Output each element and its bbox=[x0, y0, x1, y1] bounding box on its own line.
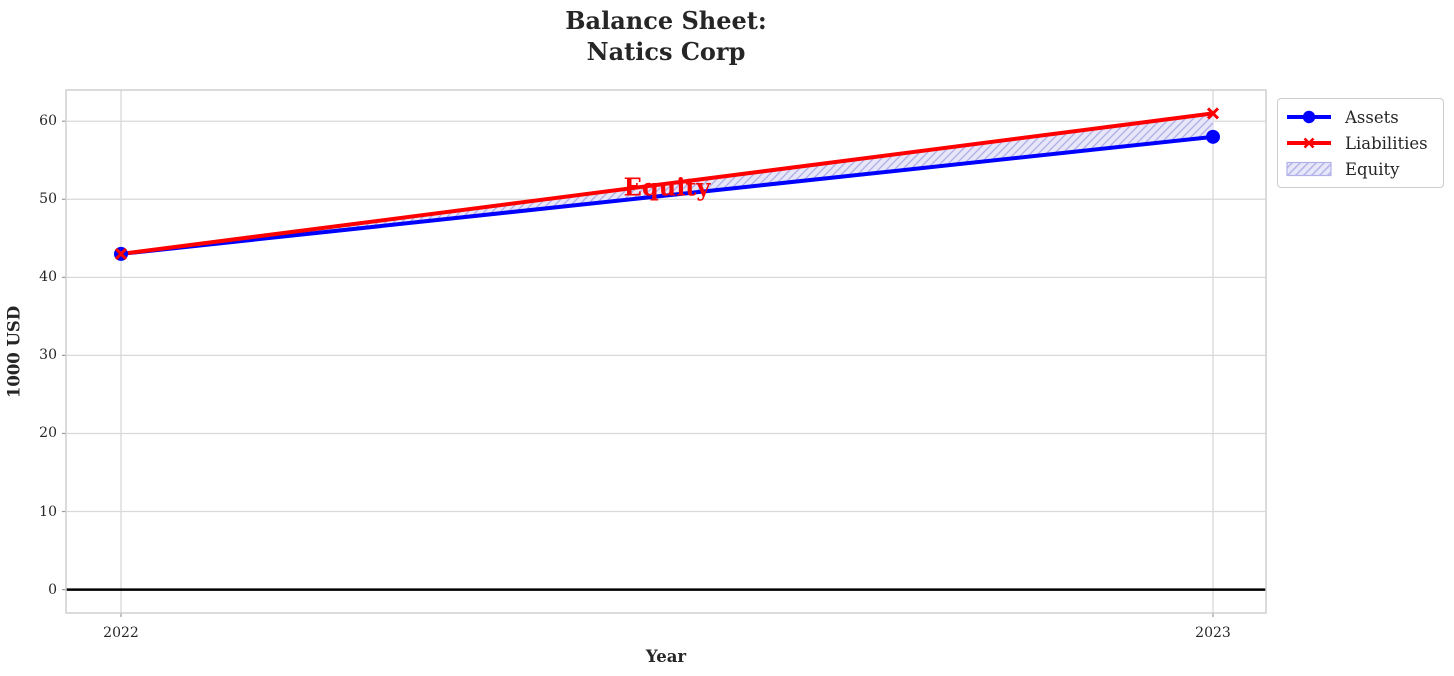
y-tick-label: 50 bbox=[39, 191, 57, 208]
legend: Assets Liabilities Equity bbox=[1277, 98, 1444, 188]
y-tick-label: 20 bbox=[39, 425, 57, 442]
legend-item-assets: Assets bbox=[1286, 104, 1434, 130]
legend-label-assets: Assets bbox=[1345, 107, 1399, 127]
legend-item-equity: Equity bbox=[1286, 156, 1434, 182]
liabilities-line-marker-icon bbox=[1287, 137, 1331, 149]
x-axis-label: Year bbox=[645, 647, 687, 666]
x-tick-label: 2022 bbox=[103, 625, 139, 641]
y-tick-label: 40 bbox=[39, 269, 57, 286]
legend-label-liabilities: Liabilities bbox=[1345, 133, 1428, 153]
y-tick-label: 60 bbox=[39, 113, 57, 130]
legend-item-liabilities: Liabilities bbox=[1286, 130, 1434, 156]
y-tick-label: 10 bbox=[39, 503, 57, 520]
y-tick-label: 30 bbox=[39, 347, 57, 364]
equity-hatch-patch-icon bbox=[1286, 161, 1332, 177]
chart-title: Balance Sheet: Natics Corp bbox=[565, 6, 767, 66]
legend-label-equity: Equity bbox=[1345, 159, 1400, 179]
assets-line-marker-icon bbox=[1287, 110, 1331, 124]
y-tick-label: 0 bbox=[48, 581, 57, 598]
equity-annotation: Equity bbox=[623, 172, 711, 202]
x-tick-label: 2023 bbox=[1195, 625, 1231, 641]
